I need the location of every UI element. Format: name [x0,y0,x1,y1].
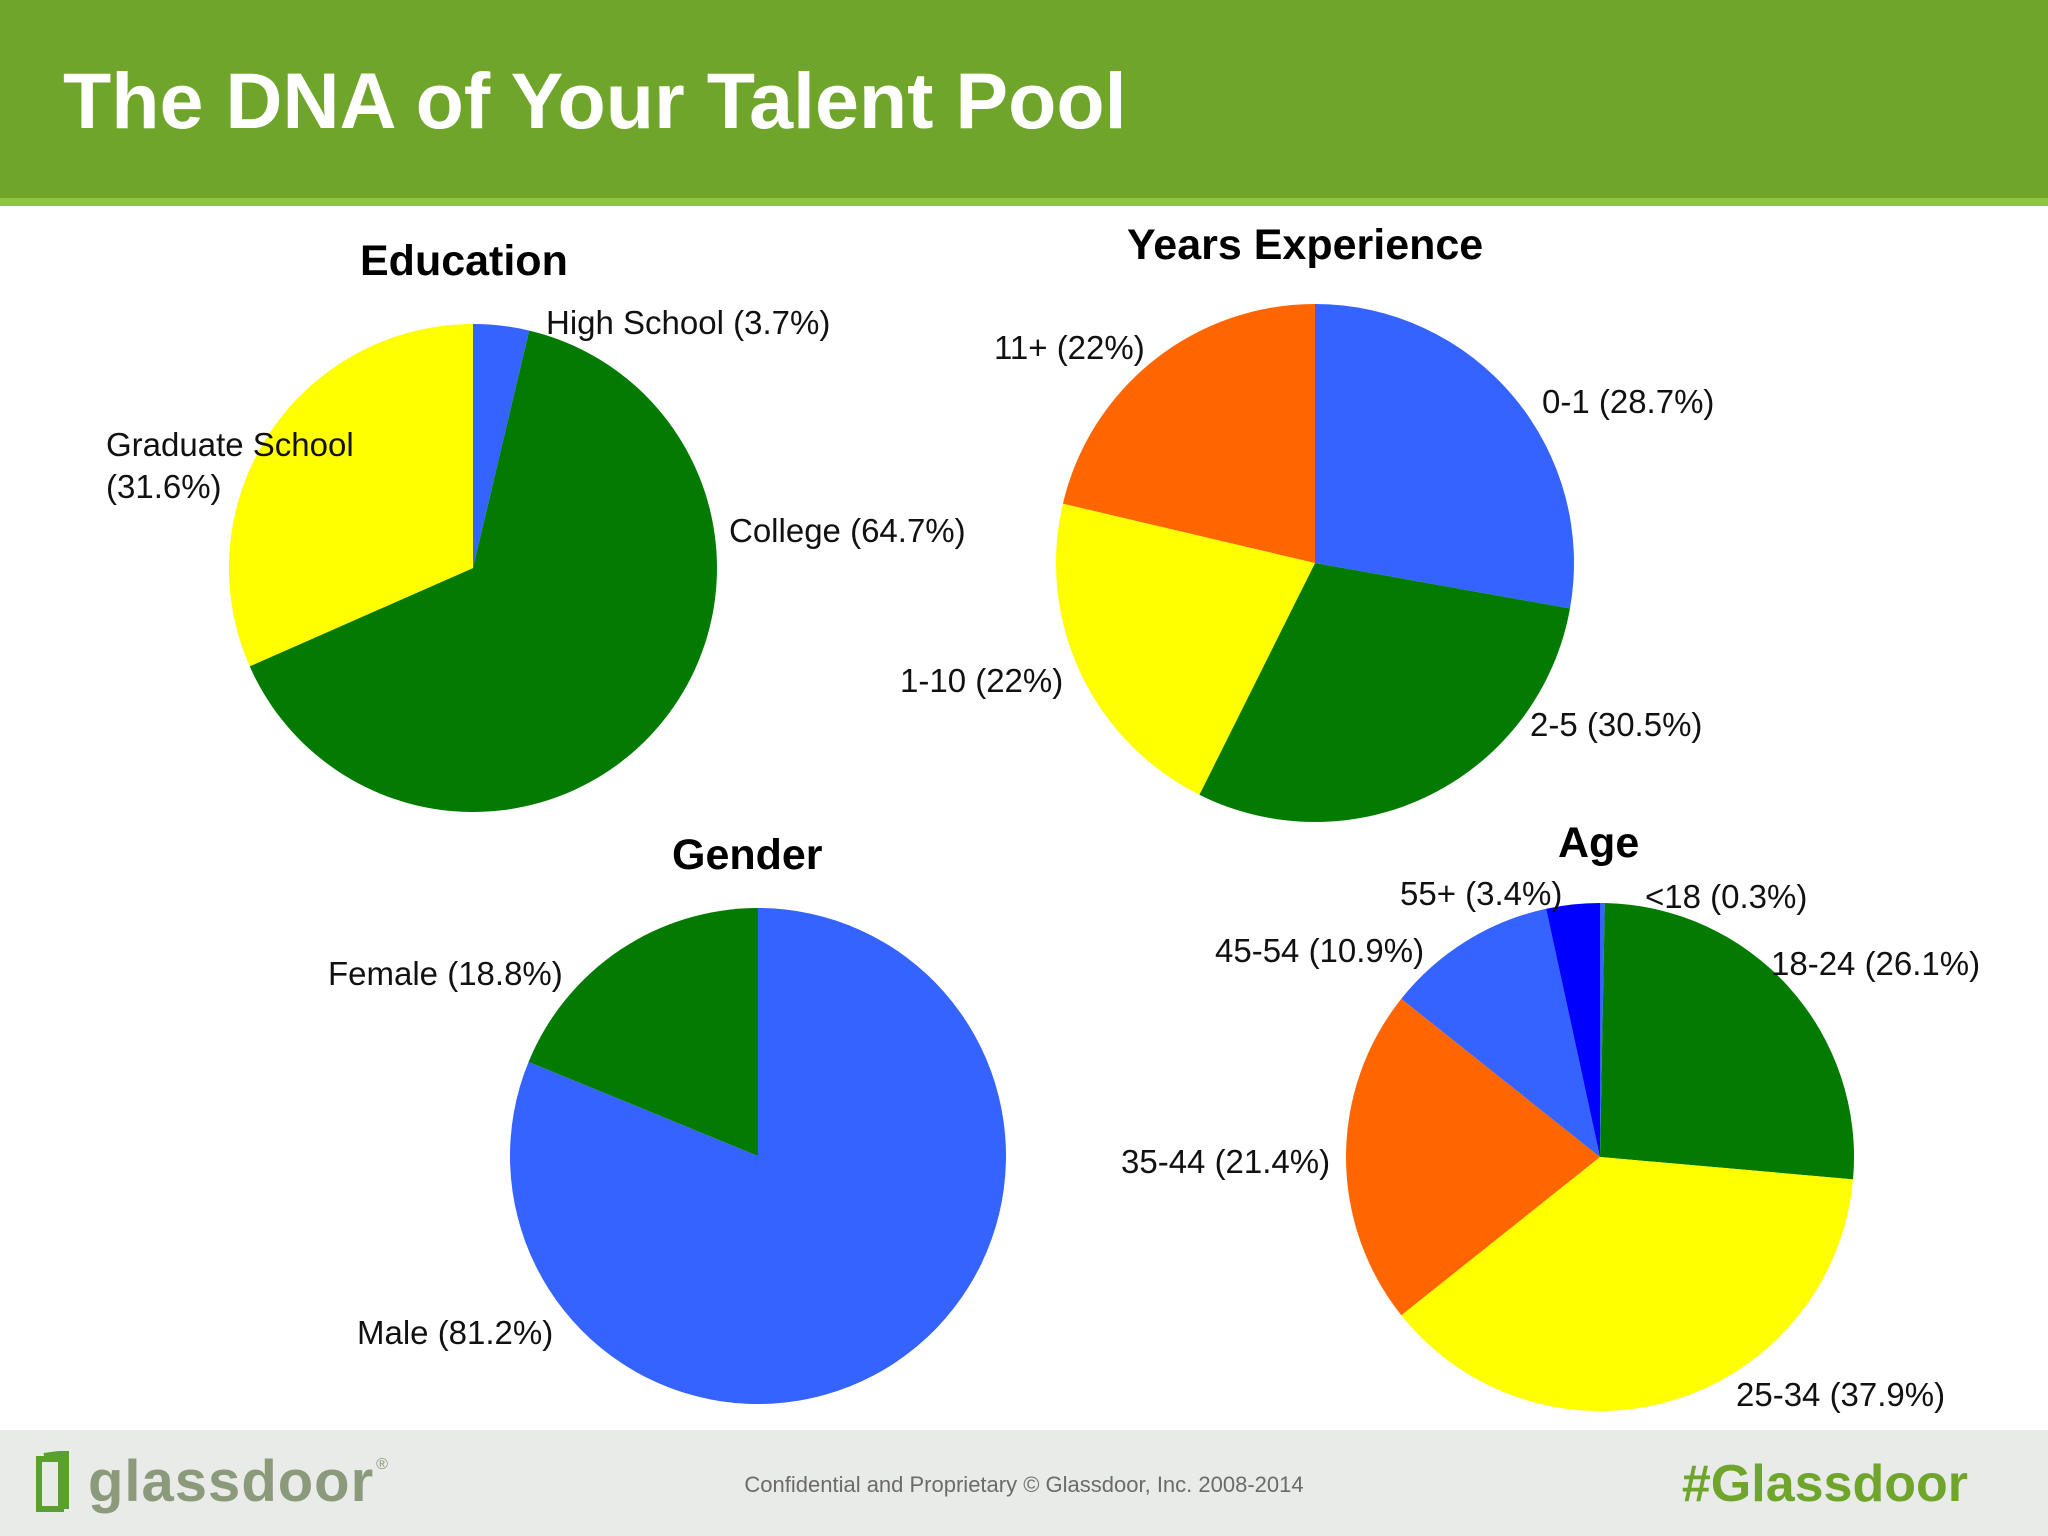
slice-label-0-2: Graduate School (31.6%) [106,426,354,505]
slide-header [0,0,2048,198]
pie-slice-3-1 [1600,903,1854,1180]
slice-label-1-0: 0-1 (28.7%) [1542,383,1714,420]
pie-education: High School (3.7%) College (64.7%) Graduat… [106,304,966,813]
pie-charts: High School (3.7%) College (64.7%) Graduat… [106,304,1980,1413]
glassdoor-door-icon [36,1451,69,1512]
logo-wordmark: glassdoor [88,1449,375,1514]
pie-slice-1-1 [1199,563,1570,822]
pie-gender: Male (81.2%) Female (18.8%) [328,908,1007,1404]
slice-label-0-0: High School (3.7%) [546,304,830,341]
pie-slice-1-2 [1056,503,1315,795]
footer-copyright: Confidential and Proprietary © Glassdoor… [744,1472,1304,1497]
slice-label-3-3: 35-44 (21.4%) [1121,1143,1330,1180]
pie-slice-1-0 [1315,304,1574,609]
slice-label-1-1: 2-5 (30.5%) [1530,706,1702,743]
chart-title-age: Age [1558,819,1640,867]
pie-slice-3-2 [1401,1157,1854,1411]
pie-slice-3-3 [1346,998,1600,1316]
pie-slice-2-1 [528,908,758,1156]
pie-slice-3-5 [1546,903,1600,1157]
pie-slice-0-2 [229,323,473,667]
pie-slice-0-1 [249,330,718,813]
pie-slice-3-4 [1401,908,1600,1157]
chart-title-education: Education [360,237,568,285]
slide-title: The DNA of Your Talent Pool [63,56,1127,145]
logo-registered-mark: ® [376,1456,388,1473]
pie-slice-1-3 [1062,304,1315,563]
slice-label-3-0: <18 (0.3%) [1645,878,1807,915]
glassdoor-logo: glassdoor ® [36,1448,388,1516]
slice-label-1-3: 11+ (22%) [994,329,1145,366]
slice-label-3-5: 55+ (3.4%) [1400,875,1562,912]
pie-years-experience: 0-1 (28.7%) 2-5 (30.5%) 1-10 (22%) 11+ (22%… [900,304,1714,822]
slice-label-2-0: Male (81.2%) [357,1314,553,1351]
slice-label-3-4: 45-54 (10.9%) [1215,932,1424,969]
slice-label-1-2: 1-10 (22%) [900,662,1063,699]
chart-title-gender: Gender [672,831,823,879]
header-accent-line [0,198,2048,206]
slice-label-3-1: 18-24 (26.1%) [1771,945,1980,982]
chart-title-years-experience: Years Experience [1127,221,1484,269]
slice-label-3-2: 25-34 (37.9%) [1736,1376,1945,1413]
slice-label-2-1: Female (18.8%) [328,955,563,992]
slice-label-0-1: College (64.7%) [729,512,966,549]
pie-slice-0-0 [473,324,530,568]
footer-bar [0,1430,2048,1536]
pie-age: <18 (0.3%) 18-24 (26.1%) 25-34 (37.9%) 35-4… [1121,875,1980,1413]
footer-hashtag: #Glassdoor [1681,1455,1968,1513]
pie-slice-3-0 [1600,903,1605,1157]
